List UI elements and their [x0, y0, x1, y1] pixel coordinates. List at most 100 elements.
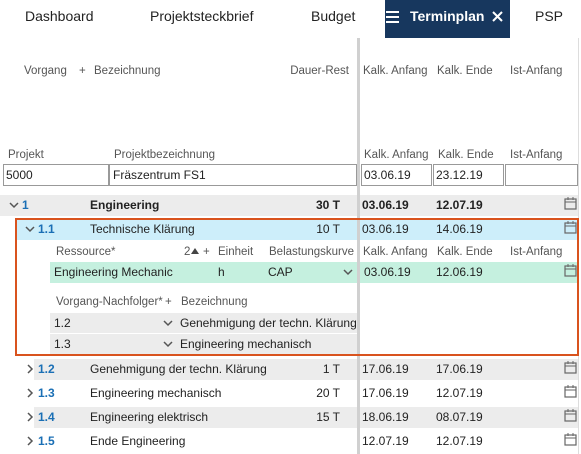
duration: 30 T — [315, 198, 340, 212]
task-id: 1 — [22, 198, 29, 212]
menu-icon[interactable] — [386, 10, 400, 24]
successor-id: 1.2 — [54, 316, 71, 330]
column-header: Kalk. Anfang — [363, 246, 428, 258]
expand-toggle[interactable] — [25, 364, 39, 378]
pane-divider — [357, 359, 360, 380]
date: 03.06.19 — [362, 198, 409, 212]
calendar-icon[interactable] — [564, 221, 578, 235]
column-header: Ist-Anfang — [510, 65, 563, 77]
date: 12.06.19 — [436, 265, 483, 279]
calendar-icon[interactable] — [564, 197, 578, 211]
date: 17.06.19 — [362, 362, 409, 376]
input-box[interactable] — [433, 164, 504, 186]
pane-divider — [357, 195, 360, 216]
tab[interactable]: Budget — [311, 8, 356, 24]
column-header: Kalk. Ende — [438, 149, 494, 161]
pane-divider — [357, 38, 360, 454]
expand-toggle[interactable] — [25, 436, 39, 450]
column-header: Vorgang-Nachfolger* — [56, 296, 163, 308]
dropdown-toggle[interactable] — [163, 339, 177, 353]
pane-divider — [357, 431, 360, 452]
task-name: Genehmigung der techn. Klärung — [90, 362, 267, 376]
date: 03.06.19 — [364, 168, 411, 182]
task-row[interactable] — [34, 431, 578, 452]
tab[interactable]: Dashboard — [25, 8, 94, 24]
task-row[interactable] — [34, 383, 578, 404]
date: 18.06.19 — [362, 410, 409, 424]
duration: 10 T — [316, 222, 340, 236]
date: 14.06.19 — [436, 222, 483, 236]
column-header: Kalk. Ende — [437, 246, 493, 258]
calendar-icon[interactable] — [564, 264, 578, 278]
expand-toggle[interactable] — [9, 200, 23, 214]
date: 17.06.19 — [436, 362, 483, 376]
column-header: Dauer-Rest — [290, 65, 349, 77]
expand-toggle[interactable] — [25, 224, 39, 238]
input-box[interactable] — [361, 164, 432, 186]
task-row[interactable] — [16, 219, 578, 240]
column-header: Ist-Anfang — [510, 246, 563, 258]
selection-frame — [15, 218, 579, 356]
date: 12.07.19 — [436, 434, 483, 448]
date: 03.06.19 — [364, 265, 411, 279]
add-button[interactable]: + — [203, 246, 210, 258]
column-header: Ist-Anfang — [510, 149, 563, 161]
successor-id: 1.3 — [54, 337, 71, 351]
task-name: Engineering — [90, 198, 160, 212]
column-header: Ressource* — [56, 246, 116, 258]
input-box[interactable] — [3, 164, 109, 186]
resource-row[interactable] — [50, 262, 578, 283]
task-name: Engineering mechanisch — [90, 386, 222, 400]
tab[interactable]: Projektsteckbrief — [150, 8, 254, 24]
date: 12.07.19 — [362, 434, 409, 448]
task-row[interactable] — [34, 407, 578, 428]
calendar-icon[interactable] — [564, 409, 578, 423]
task-row[interactable] — [34, 359, 578, 380]
date: 17.06.19 — [362, 386, 409, 400]
column-header: Vorgang — [24, 65, 67, 77]
calendar-icon[interactable] — [564, 385, 578, 399]
add-button[interactable]: + — [165, 296, 172, 308]
successor-row[interactable] — [50, 334, 357, 354]
column-header: Einheit — [218, 246, 254, 258]
column-header: Kalk. Anfang — [364, 149, 429, 161]
task-name: Engineering elektrisch — [90, 410, 209, 424]
pane-divider — [357, 407, 360, 428]
load-curve: CAP — [268, 265, 293, 279]
tab[interactable]: PSP — [535, 8, 564, 24]
sort-indicator: 2 — [184, 246, 191, 258]
task-id: 1.3 — [38, 386, 55, 400]
tab[interactable]: Terminplan — [410, 8, 485, 24]
task-name: Ende Engineering — [90, 434, 186, 448]
successor-name: Genehmigung der techn. Klärung — [180, 316, 357, 330]
input-box[interactable] — [505, 164, 578, 186]
input-box[interactable] — [109, 164, 357, 186]
calendar-icon[interactable] — [564, 433, 578, 447]
add-button[interactable]: + — [79, 65, 86, 77]
task-id: 1.4 — [38, 410, 55, 424]
pane-divider — [357, 262, 360, 283]
expand-toggle[interactable] — [25, 388, 39, 402]
task-name: Technische Klärung — [90, 222, 195, 236]
expand-toggle[interactable] — [25, 412, 39, 426]
close-icon[interactable] — [492, 11, 506, 25]
date: 23.12.19 — [436, 168, 483, 182]
calendar-icon[interactable] — [564, 361, 578, 375]
task-id: 1.5 — [38, 434, 55, 448]
successor-row[interactable] — [50, 313, 357, 333]
pane-divider — [357, 219, 360, 240]
tab-active — [385, 0, 510, 38]
column-header: Belastungskurve — [269, 246, 355, 258]
successor-name: Engineering mechanisch — [180, 337, 312, 351]
duration: 1 T — [322, 362, 340, 376]
dropdown-toggle[interactable] — [163, 318, 177, 332]
column-header: Bezeichnung — [94, 65, 161, 77]
task-id: 1.2 — [38, 362, 55, 376]
duration: 20 T — [316, 386, 340, 400]
column-header: Kalk. Ende — [437, 65, 493, 77]
project-name: Fräszentrum FS1 — [113, 168, 206, 182]
task-row[interactable] — [0, 195, 578, 216]
dropdown-toggle[interactable] — [343, 267, 357, 281]
date: 03.06.19 — [362, 222, 409, 236]
